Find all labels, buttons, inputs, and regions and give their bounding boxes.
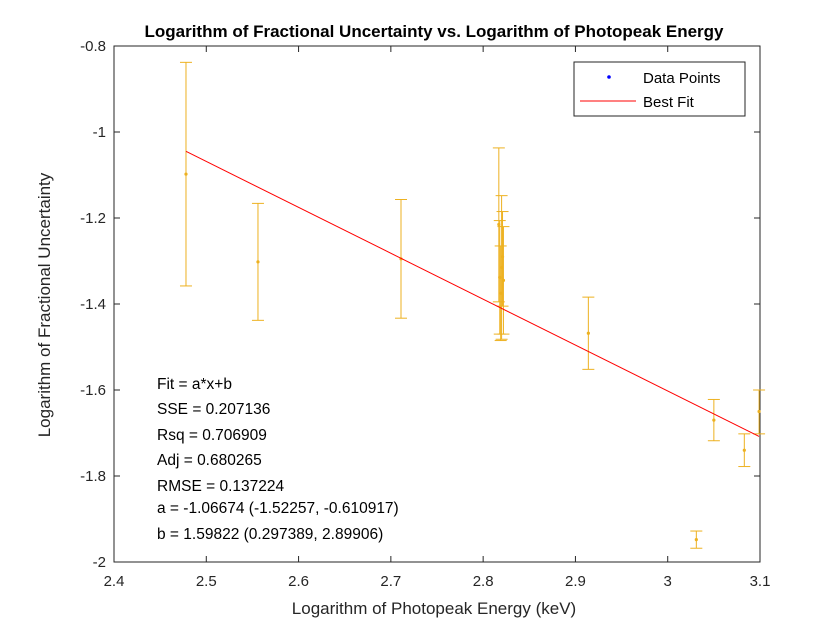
fit-rsq: Rsq = 0.706909: [157, 427, 267, 444]
data-point: [712, 418, 716, 422]
y-tick-label: -1.8: [80, 468, 106, 485]
plot-area: 2.4 2.5 2.6 2.7 2.8 2.9 3 3.1 -2 -1.8 -1.6 -1.4 -1.2…: [80, 38, 770, 590]
data-point: [586, 331, 590, 335]
legend-box: [573, 61, 746, 117]
x-tick-label: 2.4: [104, 573, 125, 590]
data-point: [694, 538, 698, 542]
fit-adj: Adj = 0.680265: [157, 452, 262, 469]
axes-box: [113, 45, 761, 563]
data-point: [256, 260, 260, 264]
x-tick-label: 2.8: [473, 573, 494, 590]
y-tick-label: -0.8: [80, 38, 106, 55]
x-tick-label: 3.1: [750, 573, 771, 590]
legend-data-points-marker: [607, 75, 611, 79]
fit-statistics: Fit = a*x+b SSE = 0.207136 Rsq = 0.70690…: [157, 376, 399, 543]
y-tick-label: -2: [93, 554, 106, 571]
y-tick-label: -1.4: [80, 296, 106, 313]
fit-param-b: b = 1.59822 (0.297389, 2.89906): [157, 526, 383, 543]
fit-rmse: RMSE = 0.137224: [157, 478, 284, 495]
data-point: [184, 172, 188, 176]
best-fit-line: [185, 150, 760, 437]
data-point: [757, 409, 761, 414]
x-tick-label: 2.5: [196, 573, 217, 590]
y-axis-label: Logarithm of Fractional Uncertainty: [35, 172, 54, 437]
x-tick-label: 2.7: [380, 573, 401, 590]
fit-param-a: a = -1.06674 (-1.52257, -0.610917): [157, 500, 399, 517]
fit-equation: Fit = a*x+b: [157, 376, 232, 393]
x-tick-label: 3: [664, 573, 672, 590]
y-tick-label: -1.2: [80, 210, 106, 227]
y-tick-label: -1.6: [80, 382, 106, 399]
x-tick-label: 2.6: [288, 573, 309, 590]
x-tick-label: 2.9: [565, 573, 586, 590]
data-point: [501, 278, 506, 282]
y-tick-label: -1: [93, 124, 106, 141]
legend: Data Points Best Fit: [573, 61, 746, 117]
legend-best-fit-label: Best Fit: [643, 94, 695, 111]
data-point: [742, 448, 746, 452]
chart-title: Logarithm of Fractional Uncertainty vs. …: [144, 22, 724, 41]
fit-sse: SSE = 0.207136: [157, 401, 270, 418]
legend-data-points-label: Data Points: [643, 70, 721, 87]
x-axis-label: Logarithm of Photopeak Energy (keV): [292, 599, 576, 618]
